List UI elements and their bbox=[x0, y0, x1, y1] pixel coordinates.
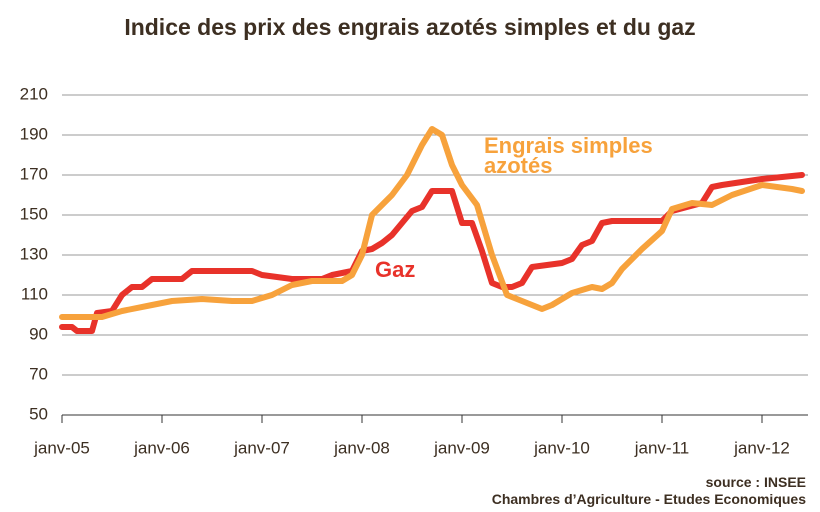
y-tick-label: 190 bbox=[20, 124, 48, 143]
series-line bbox=[59, 126, 805, 320]
y-tick-label: 130 bbox=[20, 244, 48, 263]
x-tick-label: janv-09 bbox=[433, 438, 490, 457]
y-tick-label: 70 bbox=[29, 364, 48, 383]
x-tick-label: janv-11 bbox=[634, 438, 690, 457]
chart-title: Indice des prix des engrais azotés simpl… bbox=[124, 14, 696, 40]
y-tick-label: 210 bbox=[20, 84, 48, 103]
x-tick-label: janv-10 bbox=[533, 438, 590, 457]
x-tick-label: janv-07 bbox=[233, 438, 290, 457]
x-tick-label: janv-05 bbox=[33, 438, 90, 457]
x-tick-label: janv-08 bbox=[333, 438, 390, 457]
source: source : INSEE bbox=[705, 474, 806, 490]
y-tick-label: 90 bbox=[29, 324, 48, 343]
x-tick-label: janv-12 bbox=[733, 438, 790, 457]
y-tick-label: 110 bbox=[21, 284, 48, 303]
series-label: Gaz bbox=[375, 257, 416, 282]
series-label: Engrais simples azotés bbox=[484, 133, 653, 178]
y-tick-label: 150 bbox=[20, 204, 48, 223]
x-tick-label: janv-06 bbox=[133, 438, 190, 457]
series-line bbox=[59, 172, 805, 334]
source: Chambres d’Agriculture - Etudes Economiq… bbox=[491, 491, 806, 507]
y-tick-label: 50 bbox=[29, 404, 48, 423]
y-tick-label: 170 bbox=[20, 164, 48, 183]
